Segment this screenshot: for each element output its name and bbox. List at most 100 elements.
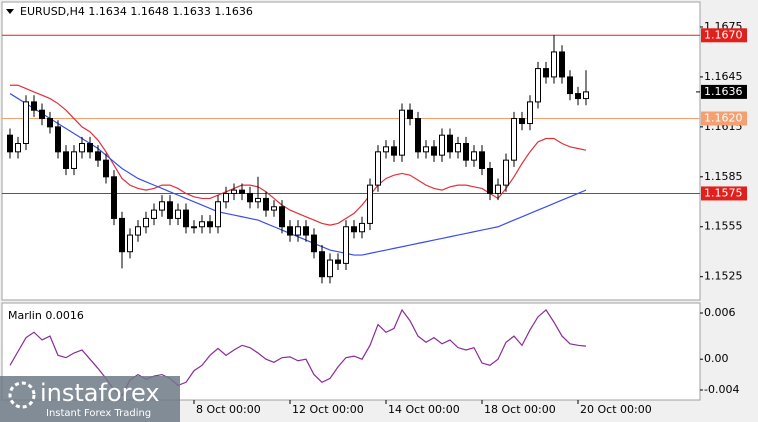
candle-body <box>471 151 477 161</box>
candle-body <box>487 167 493 194</box>
candle-body <box>223 192 229 203</box>
y-tick-label: 1.1585 <box>704 170 743 183</box>
candle-body <box>383 146 389 153</box>
level-tag <box>701 28 747 43</box>
candle-body <box>431 146 437 156</box>
candle-body <box>95 151 101 161</box>
chart-title: EURUSD,H4 1.1634 1.1648 1.1633 1.1636 <box>20 5 253 18</box>
candle-body <box>407 109 413 120</box>
candle-body <box>527 101 533 125</box>
candle-body <box>319 251 325 278</box>
candle-body <box>375 151 381 186</box>
candle-body <box>447 134 453 153</box>
y-tick-label: 1.1555 <box>704 220 743 233</box>
candle-body <box>351 226 357 233</box>
candle-body <box>71 151 77 169</box>
candle-body <box>79 143 85 153</box>
x-tick-label: 12 Oct 00:00 <box>292 403 364 416</box>
logo-name: instaforex <box>40 379 160 407</box>
candle-body <box>87 143 93 153</box>
candle-body <box>423 146 429 153</box>
candle-body <box>63 151 69 169</box>
candle-body <box>199 221 205 228</box>
candle-body <box>55 126 61 153</box>
candle-body <box>295 226 301 236</box>
candle-body <box>511 118 517 161</box>
oscillator-title: Marlin 0.0016 <box>8 309 84 322</box>
candle-body <box>303 226 309 236</box>
candle-body <box>167 201 173 219</box>
last-price-tag <box>701 84 747 99</box>
candle-body <box>311 234 317 253</box>
candle-body <box>135 226 141 236</box>
candle-body <box>583 91 589 100</box>
candle-body <box>455 143 461 153</box>
candle-body <box>271 206 277 211</box>
candle-body <box>463 143 469 161</box>
y-tick-label: 1.1645 <box>704 70 743 83</box>
candle-body <box>183 209 189 228</box>
candle-body <box>279 206 285 228</box>
candle-body <box>519 118 525 125</box>
candle-body <box>559 51 565 78</box>
candle-body <box>15 143 21 153</box>
logo-tagline: Instant Forex Trading <box>46 408 151 419</box>
candle-body <box>239 189 245 194</box>
candle-body <box>215 201 221 228</box>
candle-body <box>367 184 373 224</box>
candle-body <box>567 76 573 95</box>
level-label: 1.1575 <box>704 186 743 199</box>
candle-body <box>359 222 365 233</box>
y-tick-label: 1.1525 <box>704 270 743 283</box>
candle-body <box>23 101 29 145</box>
y-tick-label: -0.004 <box>704 383 739 396</box>
candle-body <box>159 201 165 211</box>
candle-body <box>543 68 549 78</box>
candle-body <box>151 209 157 219</box>
last-price-label: 1.1636 <box>704 85 743 98</box>
candle-body <box>551 51 557 78</box>
x-tick-label: 8 Oct 00:00 <box>196 403 261 416</box>
candle-body <box>503 159 509 186</box>
candle-body <box>175 209 181 219</box>
level-label: 1.1670 <box>704 28 743 41</box>
candle-body <box>119 217 125 253</box>
menu-arrow[interactable] <box>6 9 14 14</box>
candle-body <box>255 197 261 203</box>
candle-body <box>103 159 109 178</box>
candle-body <box>391 146 397 156</box>
y-tick-label: 0.00 <box>704 352 729 365</box>
candle-body <box>575 93 581 100</box>
price-panel <box>1 1 701 301</box>
candle-body <box>39 109 45 120</box>
candle-body <box>535 68 541 103</box>
candle-body <box>111 176 117 219</box>
logo-icon <box>8 381 36 409</box>
candle-body <box>327 259 333 278</box>
x-tick-label: 18 Oct 00:00 <box>484 403 556 416</box>
level-tag <box>701 186 747 201</box>
candle-body <box>263 197 269 211</box>
candle-body <box>399 109 405 156</box>
candle-body <box>7 134 13 153</box>
candle-body <box>335 259 341 264</box>
candle-body <box>479 151 485 169</box>
candle-body <box>439 134 445 156</box>
logo: instaforex Instant Forex Trading <box>0 376 180 422</box>
x-tick-label: 14 Oct 00:00 <box>388 403 460 416</box>
candle-body <box>343 226 349 264</box>
logo-bg <box>0 376 180 422</box>
candle-body <box>287 226 293 236</box>
candle-body <box>495 184 501 194</box>
level-tag <box>701 111 747 126</box>
candle-body <box>247 192 253 203</box>
candle-body <box>207 221 213 228</box>
x-tick-label: 20 Oct 00:00 <box>580 403 652 416</box>
candle-body <box>191 226 197 229</box>
candle-body <box>47 118 53 128</box>
candle-body <box>415 118 421 153</box>
candle-body <box>143 217 149 228</box>
